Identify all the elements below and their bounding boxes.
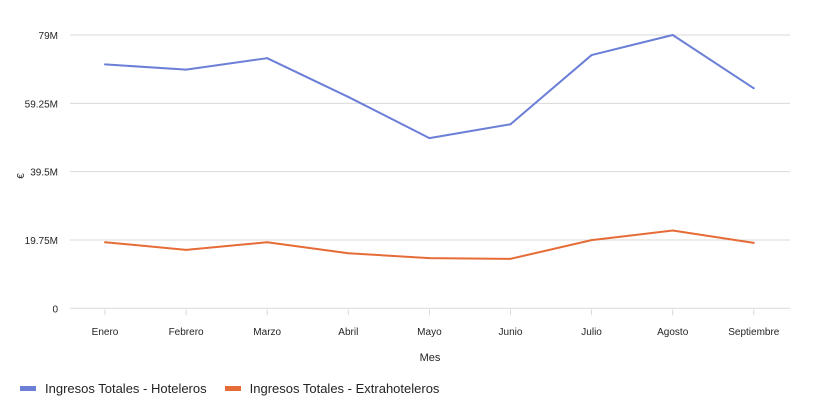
x-tick-label: Marzo bbox=[253, 327, 281, 338]
x-tick-label: Junio bbox=[499, 327, 523, 338]
line-chart: 0 19.75M 39.5M 59.25M 79M Enero Febrero Marzo A… bbox=[16, 31, 790, 364]
series-line-0[interactable] bbox=[104, 34, 755, 140]
x-tick-label: Julio bbox=[581, 327, 602, 338]
y-axis-label: € bbox=[16, 173, 27, 179]
x-tick-label: Mayo bbox=[417, 327, 442, 338]
legend: Ingresos Totales - Hoteleros Ingresos To… bbox=[20, 381, 439, 396]
data-point[interactable] bbox=[266, 241, 269, 244]
y-tick-label: 79M bbox=[39, 31, 58, 42]
data-point[interactable] bbox=[185, 68, 188, 71]
data-point[interactable] bbox=[104, 241, 106, 244]
legend-swatch-extrahoteleros bbox=[224, 386, 241, 391]
series-line-1[interactable] bbox=[104, 229, 754, 260]
data-point[interactable] bbox=[266, 57, 269, 60]
y-tick-label: 39.5M bbox=[30, 168, 58, 179]
data-point[interactable] bbox=[185, 248, 188, 251]
x-tick-label: Abril bbox=[338, 327, 358, 338]
data-point[interactable] bbox=[671, 34, 674, 36]
data-point[interactable] bbox=[347, 252, 350, 255]
legend-label: Ingresos Totales - Hoteleros bbox=[45, 381, 207, 396]
y-tick-label: 0 bbox=[52, 304, 58, 315]
x-tick-label: Septiembre bbox=[728, 327, 780, 338]
legend-label: Ingresos Totales - Extrahoteleros bbox=[249, 381, 440, 396]
data-point[interactable] bbox=[428, 137, 431, 140]
x-axis-label: Mes bbox=[420, 352, 441, 364]
data-point[interactable] bbox=[509, 123, 512, 126]
data-point[interactable] bbox=[509, 257, 512, 260]
legend-swatch-hoteleros bbox=[20, 386, 36, 391]
x-tick-label: Enero bbox=[92, 327, 119, 338]
data-point[interactable] bbox=[671, 229, 674, 232]
data-point[interactable] bbox=[590, 54, 593, 57]
y-tick-label: 59.25M bbox=[25, 99, 58, 110]
legend-item-hoteleros[interactable]: Ingresos Totales - Hoteleros bbox=[20, 381, 207, 396]
x-tick-label: Febrero bbox=[169, 327, 204, 338]
data-point[interactable] bbox=[752, 241, 755, 244]
y-tick-label: 19.75M bbox=[25, 236, 58, 247]
data-point[interactable] bbox=[752, 87, 755, 90]
data-point[interactable] bbox=[590, 239, 593, 242]
data-point[interactable] bbox=[104, 63, 106, 66]
data-point[interactable] bbox=[347, 95, 350, 98]
legend-item-extrahoteleros[interactable]: Ingresos Totales - Extrahoteleros bbox=[224, 381, 440, 396]
data-point[interactable] bbox=[428, 257, 431, 260]
x-tick-label: Agosto bbox=[657, 327, 689, 338]
